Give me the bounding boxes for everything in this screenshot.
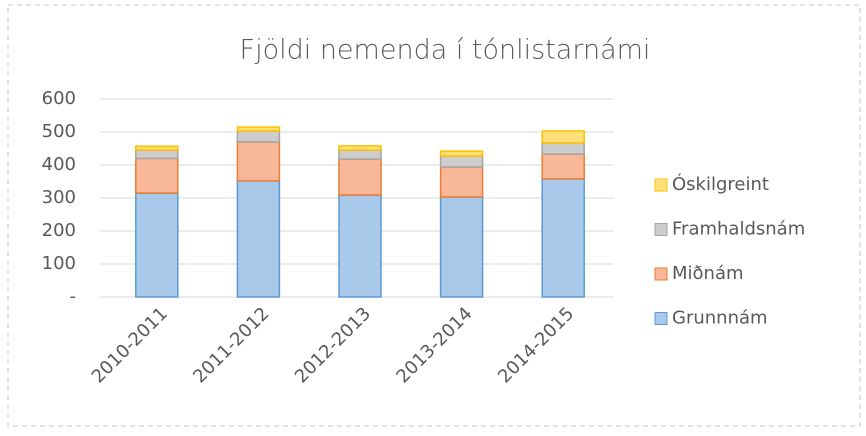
bar-segment bbox=[236, 180, 281, 298]
y-tick-label: 400 bbox=[42, 154, 76, 175]
bar-segment bbox=[135, 145, 179, 151]
bar-segment bbox=[135, 157, 179, 194]
bar-segment bbox=[338, 194, 382, 298]
legend-swatch bbox=[654, 312, 668, 325]
legend-label: Miðnám bbox=[672, 263, 744, 284]
bar-segment bbox=[439, 196, 484, 298]
bar-segment bbox=[439, 150, 484, 157]
legend-swatch bbox=[654, 178, 668, 192]
y-tick-label: 300 bbox=[42, 187, 76, 208]
chart-title: Fjöldi nemenda í tónlistarnámi bbox=[240, 35, 651, 66]
y-tick-label: 200 bbox=[42, 220, 76, 241]
legend-swatch bbox=[654, 223, 668, 236]
bar-segment bbox=[541, 153, 585, 180]
bar-segment bbox=[236, 126, 281, 132]
bar-segment bbox=[135, 192, 179, 298]
y-tick-label: 600 bbox=[42, 88, 76, 109]
bar-segment bbox=[338, 145, 382, 151]
y-tick-label: 100 bbox=[42, 253, 76, 274]
bar-segment bbox=[236, 130, 281, 143]
legend-label: Grunnnám bbox=[672, 308, 768, 329]
bar-segment bbox=[236, 141, 281, 182]
bar-segment bbox=[541, 130, 585, 144]
legend-swatch bbox=[654, 267, 668, 281]
bar-segment bbox=[338, 149, 382, 160]
legend-label: Framhaldsnám bbox=[672, 219, 805, 240]
bar-segment bbox=[439, 155, 484, 168]
bar-segment bbox=[541, 142, 585, 155]
bar-segment bbox=[541, 178, 585, 298]
y-tick-label: - bbox=[70, 286, 77, 307]
bar-segment bbox=[439, 166, 484, 198]
bar-segment bbox=[338, 158, 382, 196]
y-tick-label: 500 bbox=[42, 121, 76, 142]
legend-label: Óskilgreint bbox=[672, 173, 769, 195]
bar-segment bbox=[135, 149, 179, 160]
